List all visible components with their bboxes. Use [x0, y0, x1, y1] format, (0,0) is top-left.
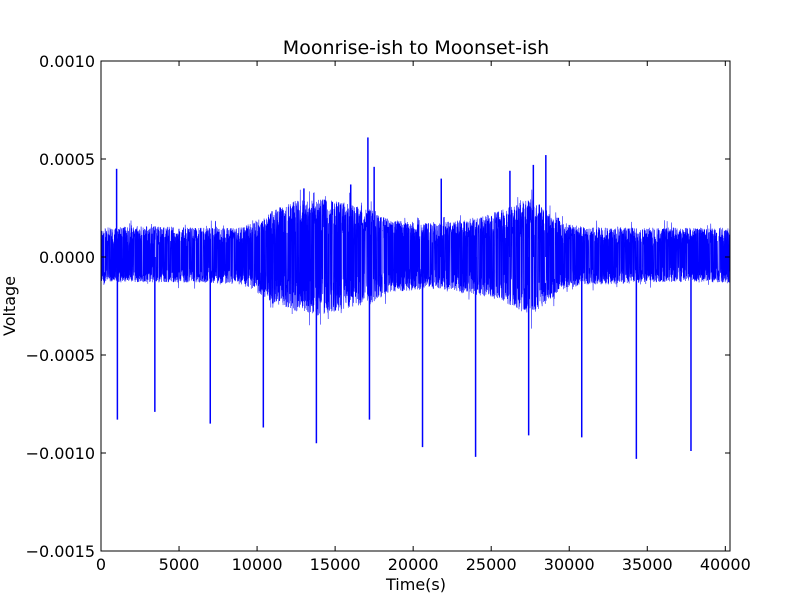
y-tick-label: 0.0000	[39, 248, 95, 267]
y-tick-label: −0.0010	[26, 444, 95, 463]
x-tick-label: 30000	[544, 555, 595, 574]
plot-area	[101, 137, 730, 459]
x-tick-label: 25000	[466, 555, 517, 574]
x-tick-label: 5000	[159, 555, 200, 574]
x-tick-label: 40000	[700, 555, 751, 574]
x-tick-label: 0	[96, 555, 106, 574]
y-tick-label: −0.0005	[26, 346, 95, 365]
y-tick-label: −0.0015	[26, 542, 95, 561]
x-tick-label: 10000	[232, 555, 283, 574]
spike-group	[115, 137, 692, 459]
x-tick-label: 20000	[388, 555, 439, 574]
y-tick-label: 0.0005	[39, 150, 95, 169]
chart-title: Moonrise-ish to Moonset-ish	[283, 37, 549, 59]
x-tick-label: 35000	[622, 555, 673, 574]
plot-frame	[100, 60, 731, 552]
x-axis: 0 5000 10000 15000 20000 25000 30000 35000 40000	[96, 61, 751, 574]
y-tick-label: 0.0010	[39, 52, 95, 71]
x-axis-title: Time(s)	[385, 575, 446, 594]
y-axis: −0.0015 −0.0010 −0.0005 0.0000 0.0005 0.0010	[26, 52, 730, 561]
signal-line	[101, 189, 730, 329]
x-tick-label: 15000	[310, 555, 361, 574]
y-axis-title: Voltage	[0, 276, 19, 336]
